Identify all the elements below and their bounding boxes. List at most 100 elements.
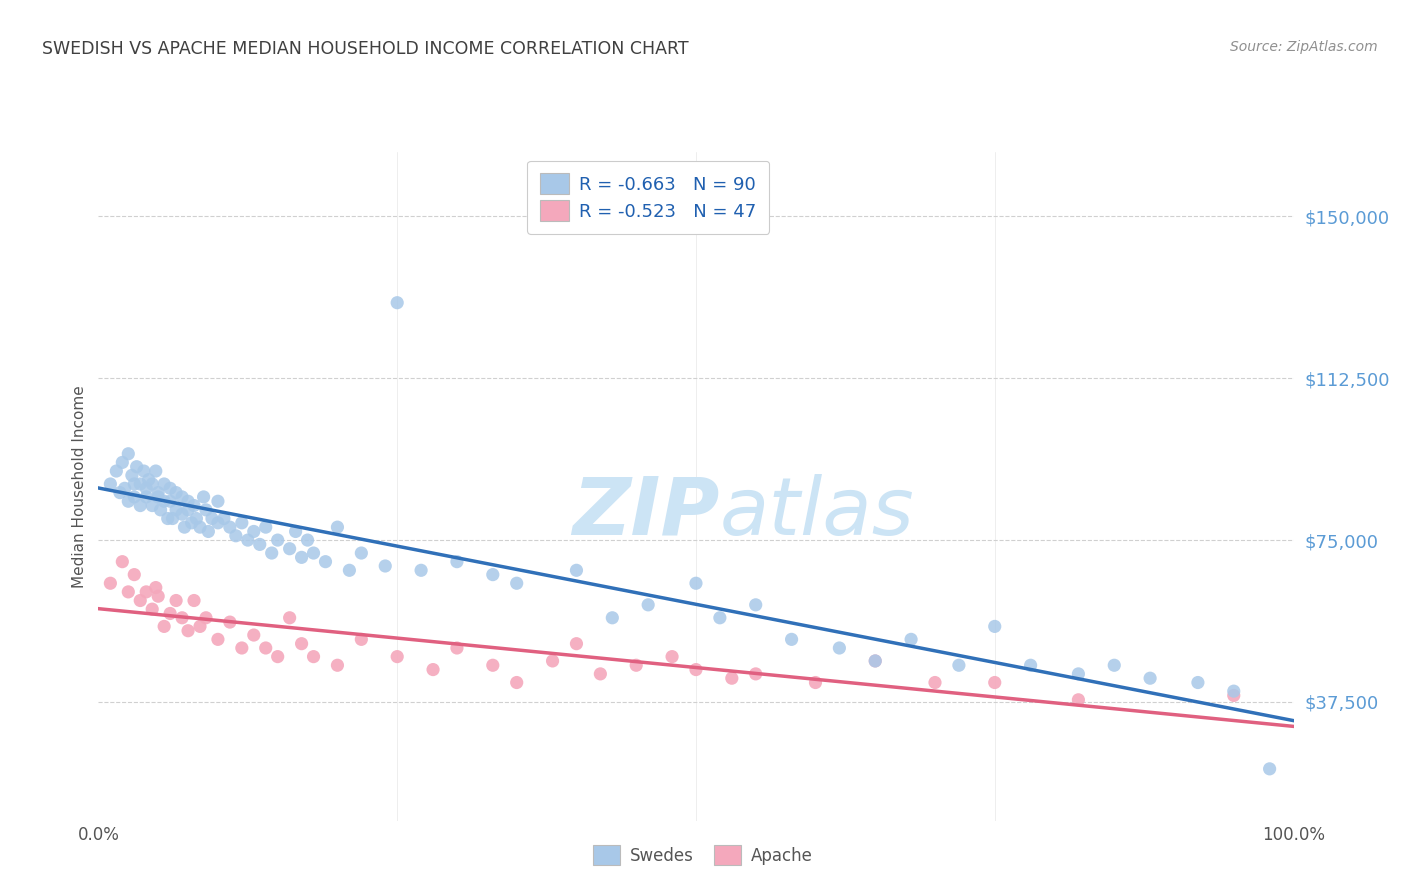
Point: [983, 619, 1005, 633]
Point: [129, 593, 152, 607]
Point: [302, 546, 325, 560]
Point: [1222, 689, 1246, 703]
Point: [177, 503, 200, 517]
Point: [243, 628, 266, 642]
Point: [141, 477, 163, 491]
Point: [565, 637, 588, 651]
Point: [117, 585, 139, 599]
Point: [243, 524, 266, 539]
Point: [148, 485, 170, 500]
Point: [165, 485, 187, 500]
Point: [863, 654, 886, 668]
Point: [315, 555, 337, 569]
Point: [212, 511, 235, 525]
Point: [481, 567, 505, 582]
Point: [900, 632, 922, 647]
Point: [183, 593, 205, 607]
Point: [1187, 675, 1209, 690]
Point: [506, 675, 529, 690]
Point: [148, 589, 170, 603]
Point: [624, 658, 647, 673]
Point: [162, 511, 184, 525]
Point: [924, 675, 946, 690]
Point: [481, 658, 505, 673]
Text: atlas: atlas: [720, 474, 915, 552]
Point: [105, 464, 128, 478]
Point: [326, 658, 349, 673]
Point: [721, 671, 744, 685]
Point: [350, 632, 373, 647]
Point: [194, 611, 217, 625]
Point: [207, 516, 229, 530]
Point: [186, 511, 208, 525]
Point: [267, 649, 290, 664]
Point: [1258, 762, 1281, 776]
Point: [637, 598, 659, 612]
Point: [231, 640, 253, 655]
Point: [219, 615, 242, 629]
Point: [804, 675, 827, 690]
Point: [422, 663, 444, 677]
Point: [411, 563, 433, 577]
Point: [374, 559, 396, 574]
Point: [117, 494, 139, 508]
Point: [177, 624, 200, 638]
Point: [180, 516, 202, 530]
Point: [337, 563, 360, 577]
Point: [278, 611, 301, 625]
Point: [260, 546, 283, 560]
Point: [197, 524, 219, 539]
Point: [828, 640, 851, 655]
Point: [124, 490, 146, 504]
Text: Source: ZipAtlas.com: Source: ZipAtlas.com: [1230, 40, 1378, 54]
Point: [173, 520, 195, 534]
Point: [385, 295, 409, 310]
Point: [172, 611, 194, 625]
Point: [983, 675, 1005, 690]
Point: [172, 507, 194, 521]
Text: ZIP: ZIP: [572, 474, 720, 552]
Point: [506, 576, 529, 591]
Point: [745, 598, 768, 612]
Point: [98, 576, 122, 591]
Point: [153, 477, 176, 491]
Point: [207, 494, 229, 508]
Point: [236, 533, 259, 547]
Point: [685, 576, 707, 591]
Point: [111, 455, 134, 469]
Point: [1067, 693, 1090, 707]
Point: [661, 649, 683, 664]
Point: [145, 581, 167, 595]
Point: [165, 593, 187, 607]
Point: [159, 607, 181, 621]
Point: [165, 503, 187, 517]
Point: [254, 520, 277, 534]
Point: [132, 464, 155, 478]
Point: [267, 533, 290, 547]
Point: [188, 520, 211, 534]
Point: [141, 602, 163, 616]
Y-axis label: Median Household Income: Median Household Income: [72, 384, 87, 588]
Point: [948, 658, 970, 673]
Point: [129, 499, 152, 513]
Point: [207, 632, 229, 647]
Point: [145, 464, 167, 478]
Point: [446, 640, 468, 655]
Point: [129, 477, 152, 491]
Point: [290, 637, 312, 651]
Point: [153, 619, 176, 633]
Point: [745, 666, 768, 681]
Point: [188, 619, 211, 633]
Point: [111, 555, 134, 569]
Point: [141, 499, 163, 513]
Point: [709, 611, 731, 625]
Legend: R = -0.663   N = 90, R = -0.523   N = 47: R = -0.663 N = 90, R = -0.523 N = 47: [527, 161, 769, 234]
Point: [600, 611, 623, 625]
Point: [138, 473, 160, 487]
Point: [108, 485, 131, 500]
Point: [135, 490, 157, 504]
Point: [278, 541, 301, 556]
Point: [201, 511, 224, 525]
Point: [177, 494, 200, 508]
Point: [589, 666, 612, 681]
